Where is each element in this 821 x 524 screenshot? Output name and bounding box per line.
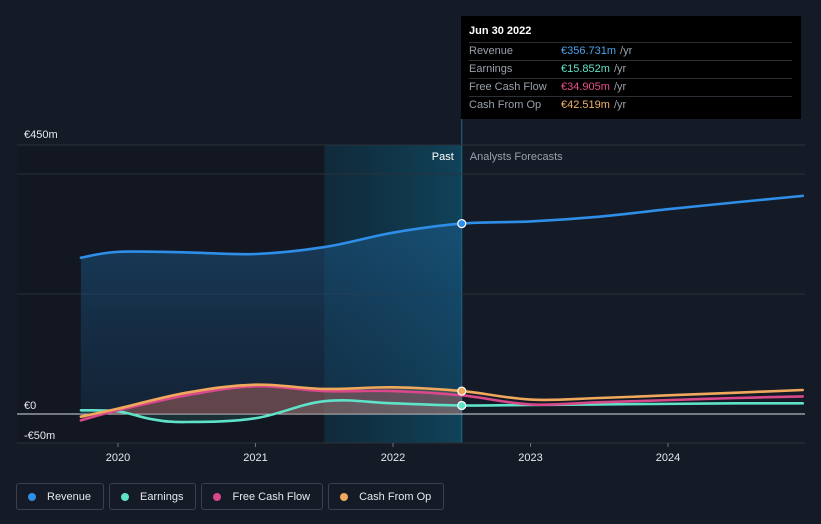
forecast-label: Analysts Forecasts <box>470 151 563 163</box>
tooltip-value: €42.519m <box>561 99 610 111</box>
tooltip-row-earnings: Earnings €15.852m /yr <box>469 60 792 78</box>
tooltip-row-free-cash-flow: Free Cash Flow €34.905m /yr <box>469 78 792 96</box>
x-tick-label: 2022 <box>381 452 405 464</box>
legend-dot-icon <box>28 492 36 501</box>
area-earnings <box>80 400 462 423</box>
tooltip-label: Cash From Op <box>469 99 542 111</box>
chart-areas <box>80 223 462 423</box>
y-tick-label: €450m <box>24 129 58 141</box>
x-tick-label: 2021 <box>243 452 267 464</box>
legend-label: Revenue <box>47 490 92 503</box>
chart-lines <box>79 194 805 424</box>
legend-label: Cash From Op <box>359 490 432 503</box>
area-free-cash-flow <box>80 386 462 421</box>
y-tick-label: €0 <box>24 400 36 412</box>
tooltip-unit: /yr <box>613 63 627 75</box>
x-tick-label: 2020 <box>106 452 130 464</box>
tooltip-label: Revenue <box>469 45 514 57</box>
tooltip-label: Earnings <box>469 63 513 75</box>
legend-dot-icon <box>213 492 222 501</box>
tooltip-unit: /yr <box>620 45 633 57</box>
tooltip-row-revenue: Revenue €356.731m /yr <box>469 42 792 60</box>
area-revenue <box>80 223 462 414</box>
marker-revenue <box>457 219 467 229</box>
marker-cash-from-op <box>457 386 467 396</box>
tooltip-value: €34.905m <box>561 81 610 93</box>
legend-label: Free Cash Flow <box>232 490 311 503</box>
legend-item-free-cash-flow[interactable]: Free Cash Flow <box>201 483 324 510</box>
tooltip-value: €356.731m <box>561 45 617 57</box>
legend-item-cash-from-op[interactable]: Cash From Op <box>328 483 445 510</box>
chart-axes: €450m €0 -€50m 2020 2021 2022 2023 2024 <box>24 129 680 464</box>
tooltip-unit: /yr <box>613 99 627 111</box>
legend-label: Earnings <box>140 490 184 503</box>
legend-dot-icon <box>340 492 349 501</box>
chart-markers <box>457 219 467 411</box>
tooltip-date: Jun 30 2022 <box>469 25 532 37</box>
line-earnings <box>79 398 805 424</box>
y-tick-label: -€50m <box>24 430 55 442</box>
tooltip-label: Free Cash Flow <box>469 81 547 93</box>
x-tick-label: 2023 <box>518 452 542 464</box>
tooltip: Jun 30 2022 Revenue €356.731m /yr Earnin… <box>461 16 801 119</box>
line-free-cash-flow <box>79 384 805 422</box>
tooltip-value: €15.852m <box>561 63 610 75</box>
tooltip-unit: /yr <box>613 81 627 93</box>
legend-item-earnings[interactable]: Earnings <box>109 483 197 510</box>
tooltip-row-cash-from-op: Cash From Op €42.519m /yr <box>469 96 792 114</box>
x-tick-label: 2024 <box>656 452 680 464</box>
area-cash-from-op <box>80 384 462 417</box>
legend-dot-icon <box>121 492 130 501</box>
line-cash-from-op <box>79 383 805 418</box>
legend-item-revenue[interactable]: Revenue <box>16 483 105 510</box>
past-label: Past <box>432 151 454 163</box>
marker-earnings <box>457 400 467 411</box>
legend: Revenue Earnings Free Cash Flow Cash Fro… <box>16 483 445 510</box>
line-revenue <box>79 194 805 260</box>
